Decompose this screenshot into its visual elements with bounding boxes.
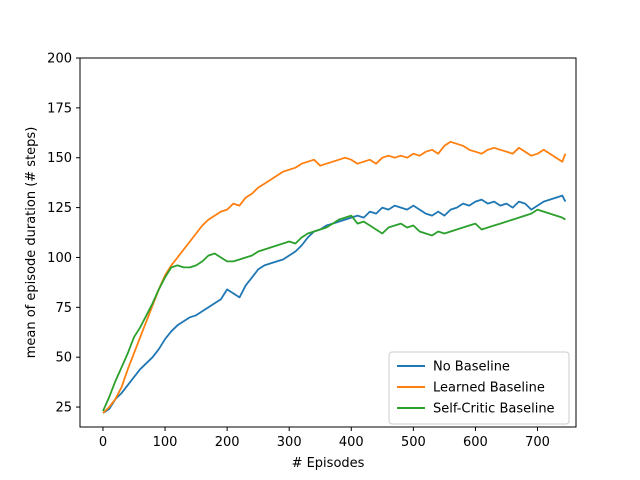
x-tick-label: 400 <box>339 435 364 450</box>
series-line-1 <box>102 140 567 414</box>
x-tick-label: 700 <box>525 435 550 450</box>
x-tick-label: 600 <box>463 435 488 450</box>
x-tick-label: 200 <box>215 435 240 450</box>
legend-label-0: No Baseline <box>433 360 510 375</box>
y-axis: 25 50 75 100 125 150 175 200 <box>47 52 80 416</box>
legend-box <box>388 351 570 425</box>
series-line-2 <box>102 208 566 412</box>
y-tick-label: 25 <box>55 401 72 416</box>
x-axis-label: # Episodes <box>292 456 365 471</box>
y-tick-label: 75 <box>55 301 72 316</box>
x-tick-label: 0 <box>99 435 107 450</box>
legend-label-1: Learned Baseline <box>433 381 545 396</box>
y-tick-label: 125 <box>47 201 72 216</box>
y-tick-label: 50 <box>55 351 72 366</box>
legend-label-2: Self-Critic Baseline <box>433 402 555 417</box>
x-axis: 0 100 200 300 400 500 600 700 <box>99 427 550 450</box>
x-tick-label: 500 <box>401 435 426 450</box>
y-tick-label: 200 <box>47 52 72 67</box>
x-tick-label: 100 <box>153 435 178 450</box>
plot-frame <box>79 57 577 428</box>
series-layer <box>102 140 567 414</box>
x-tick-label: 300 <box>277 435 302 450</box>
y-tick-label: 100 <box>47 251 72 266</box>
y-tick-label: 175 <box>47 101 72 116</box>
legend: No Baseline Learned Baseline Self-Critic B… <box>388 351 570 425</box>
y-tick-label: 150 <box>47 151 72 166</box>
y-axis-label: mean of episode duration (# steps) <box>24 127 39 359</box>
